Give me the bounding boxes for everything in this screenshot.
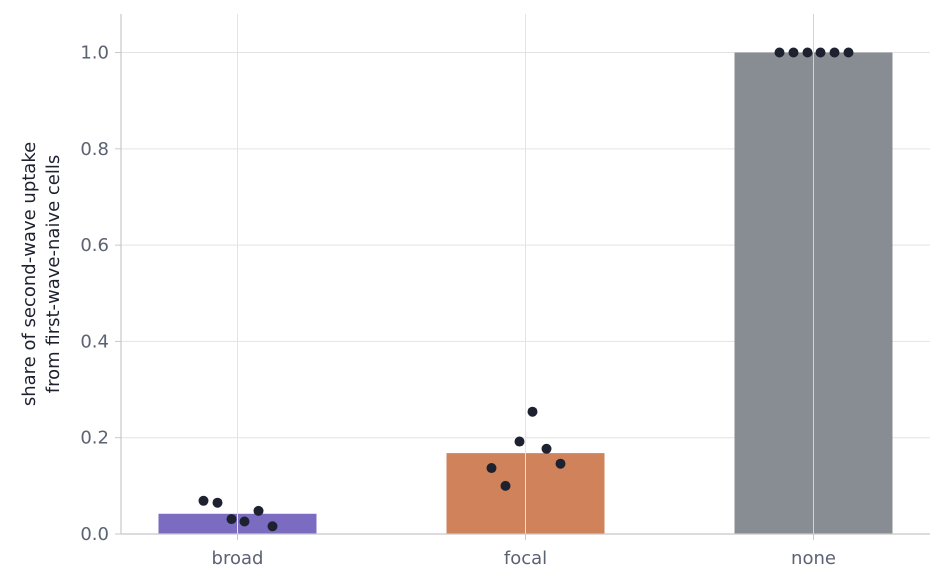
y-axis-title-line-2: from first-wave-naive cells <box>43 155 64 394</box>
data-point-broad <box>212 497 223 508</box>
points <box>198 47 854 532</box>
y-tick-label: 0.4 <box>80 331 109 352</box>
data-point-focal <box>555 458 566 469</box>
data-point-broad <box>253 505 264 516</box>
y-axis-title-line-1: share of second-wave uptake <box>19 142 40 406</box>
y-tick-label: 0.2 <box>80 428 109 449</box>
data-point-none <box>802 47 813 58</box>
data-point-focal <box>500 480 511 491</box>
x-tick-label-broad: broad <box>212 548 264 569</box>
data-point-broad <box>198 495 209 506</box>
data-point-broad <box>239 516 250 527</box>
data-point-none <box>815 47 826 58</box>
data-point-none <box>788 47 799 58</box>
data-point-focal <box>486 463 497 474</box>
data-point-none <box>829 47 840 58</box>
axes <box>115 14 930 540</box>
y-tick-label: 0.0 <box>80 524 109 545</box>
data-point-none <box>774 47 785 58</box>
labels: 0.0 0.2 0.4 0.6 0.8 1.0 broad focal none <box>80 43 836 569</box>
x-tick-label-none: none <box>791 548 836 569</box>
data-point-focal <box>514 436 525 447</box>
vertical-grid <box>237 14 814 534</box>
y-tick-label: 0.8 <box>80 139 109 160</box>
y-tick-label: 0.6 <box>80 235 109 256</box>
data-point-focal <box>541 443 552 454</box>
x-tick-label-focal: focal <box>504 548 547 569</box>
data-point-none <box>843 47 854 58</box>
data-point-focal <box>527 406 538 417</box>
y-tick-label: 1.0 <box>80 43 109 64</box>
data-point-broad <box>226 514 237 525</box>
data-point-broad <box>267 521 278 532</box>
